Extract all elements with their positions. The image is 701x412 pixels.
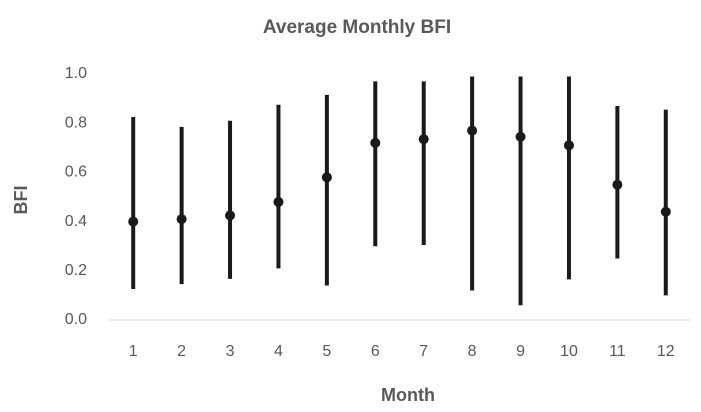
mean-point <box>467 125 478 136</box>
y-tick-label: 1.0 <box>65 65 87 82</box>
y-tick-label: 0.8 <box>65 114 87 131</box>
x-tick-label: 4 <box>274 343 283 360</box>
mean-point <box>370 137 381 148</box>
mean-point <box>225 210 236 221</box>
x-axis-title: Month <box>381 385 435 405</box>
x-tick-label: 1 <box>129 343 138 360</box>
mean-point <box>273 196 284 207</box>
mean-point <box>563 140 574 151</box>
x-tick-label: 2 <box>177 343 186 360</box>
x-tick-label: 9 <box>516 343 525 360</box>
mean-point <box>660 206 671 217</box>
y-tick-label: 0.4 <box>65 213 87 230</box>
x-tick-label: 7 <box>419 343 428 360</box>
x-tick-label: 6 <box>371 343 380 360</box>
y-tick-label: 0.6 <box>65 164 87 181</box>
x-tick-label: 11 <box>609 343 626 360</box>
x-tick-label: 12 <box>657 343 675 360</box>
x-tick-label: 5 <box>322 343 331 360</box>
mean-point <box>515 131 526 142</box>
mean-point <box>321 172 332 183</box>
mean-point <box>176 214 187 225</box>
mean-point <box>612 179 623 190</box>
y-tick-label: 0.2 <box>65 262 87 279</box>
mean-point <box>128 216 139 227</box>
y-tick-label: 0.0 <box>65 311 87 328</box>
y-axis-title: BFI <box>11 186 31 215</box>
x-tick-label: 8 <box>468 343 477 360</box>
chart-title: Average Monthly BFI <box>263 17 451 38</box>
x-tick-label: 3 <box>226 343 235 360</box>
mean-point <box>418 134 429 145</box>
x-tick-label: 10 <box>560 343 578 360</box>
